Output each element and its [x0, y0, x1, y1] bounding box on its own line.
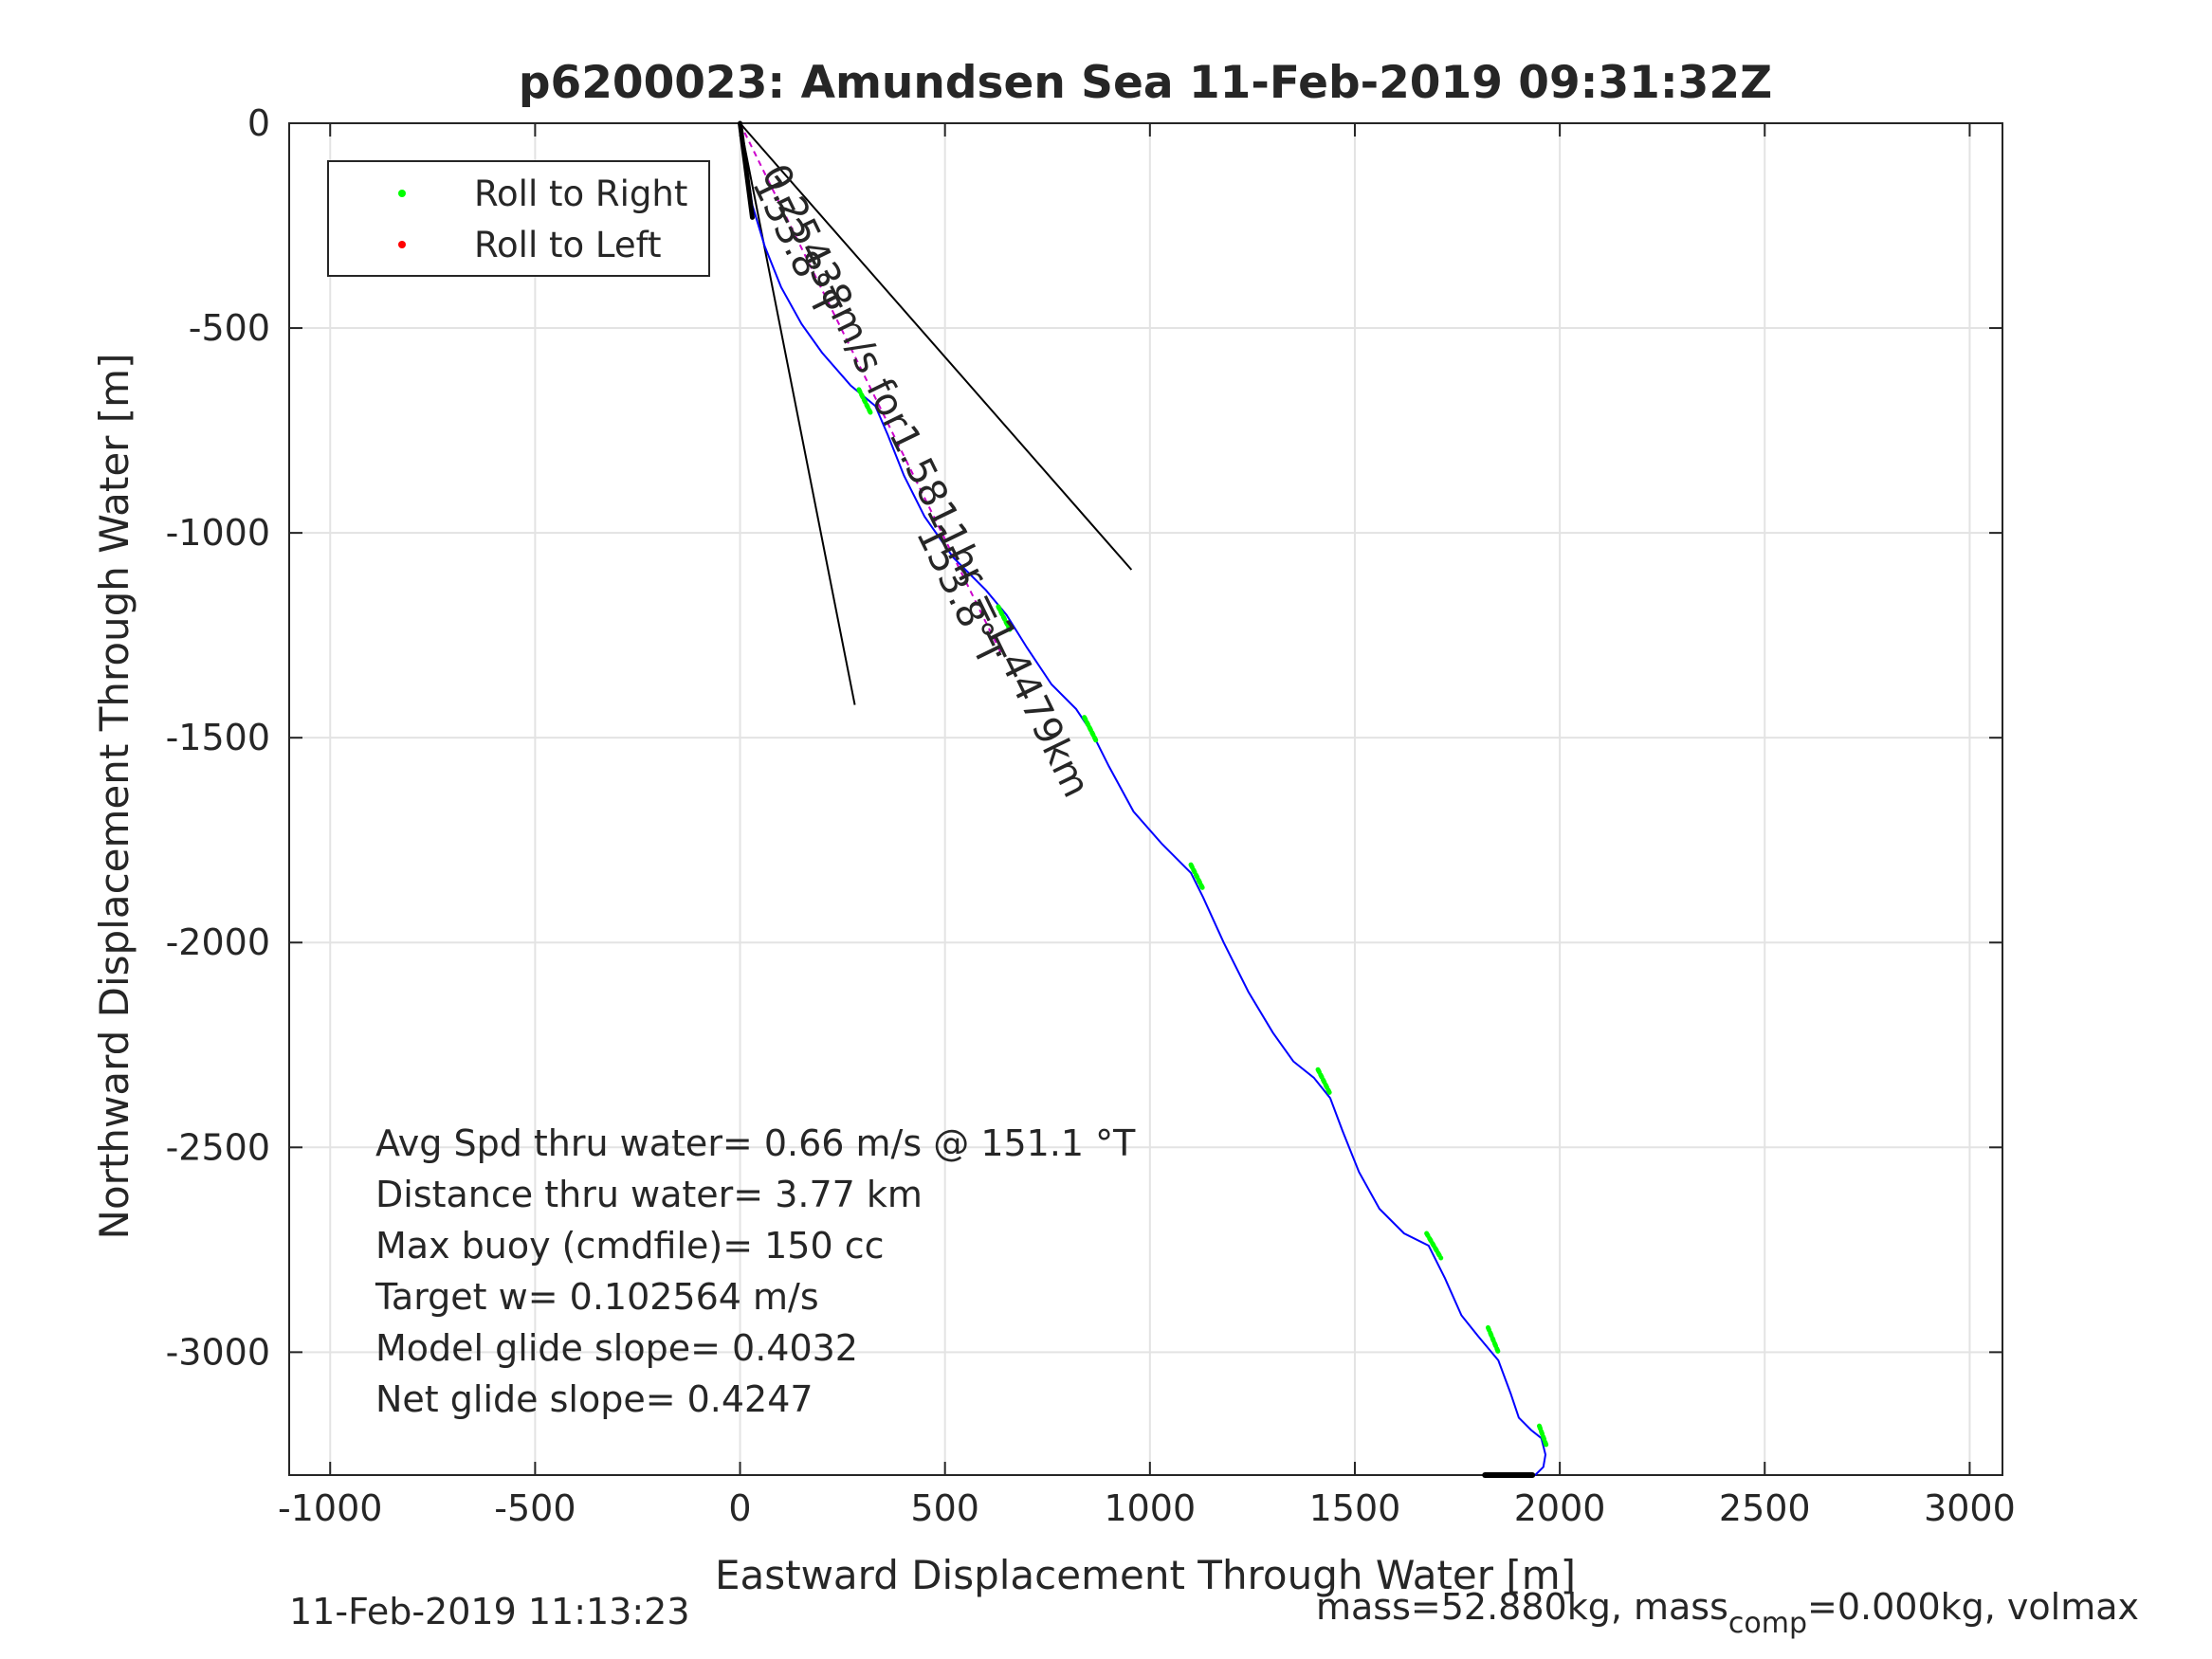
y-tick-label: -1500 — [166, 717, 270, 758]
plot-area — [288, 122, 2003, 1476]
roll-right-marker — [856, 387, 874, 417]
current-line — [739, 122, 1004, 657]
legend-marker-roll-right — [398, 190, 406, 197]
bound-line — [739, 122, 1133, 571]
y-tick-label: -2000 — [166, 921, 270, 963]
stat-max-buoy: Max buoy (cmdfile)= 150 cc — [375, 1225, 885, 1267]
roll-right-marker — [1188, 862, 1206, 892]
x-tick-label: 0 — [728, 1487, 751, 1529]
stat-net-glide: Net glide slope= 0.4247 — [375, 1378, 814, 1420]
x-tick-label: 2000 — [1514, 1487, 1606, 1529]
roll-right-marker — [1424, 1231, 1444, 1261]
chart-title: p6200023: Amundsen Sea 11-Feb-2019 09:31… — [519, 57, 1772, 109]
x-axis-label: Eastward Displacement Through Water [m] — [715, 1552, 1576, 1598]
roll-right-marker — [1485, 1324, 1501, 1355]
legend-box — [327, 160, 710, 277]
mass-subscript: comp — [1728, 1607, 1807, 1640]
roll-markers — [738, 120, 1549, 1478]
stat-distance: Distance thru water= 3.77 km — [375, 1174, 923, 1215]
y-axis-label: Northward Displacement Through Water [m] — [91, 354, 137, 1240]
dive-start-marker — [738, 120, 755, 220]
stat-model-glide: Model glide slope= 0.4032 — [375, 1327, 858, 1369]
y-tick-label: -2500 — [166, 1126, 270, 1168]
roll-right-marker — [1082, 715, 1100, 745]
series-line — [739, 122, 1547, 1476]
axis-ticks: -1000 -500 0 500 1000 1500 2000 2500 3000 0 -500 -1… — [166, 102, 2016, 1529]
stats-annotations: Avg Spd thru water= 0.66 m/s @ 151.1 °T … — [375, 1122, 1136, 1420]
footer-timestamp: 11-Feb-2019 11:13:23 — [289, 1591, 690, 1632]
stat-avg-speed: Avg Spd thru water= 0.66 m/s @ 151.1 °T — [375, 1122, 1136, 1164]
legend-label-roll-left: Roll to Left — [474, 225, 662, 265]
series-group — [739, 122, 1547, 1476]
x-tick-label: 1500 — [1309, 1487, 1401, 1529]
x-tick-label: 3000 — [1924, 1487, 2016, 1529]
legend: Roll to Right Roll to Left — [327, 160, 710, 277]
roll-right-marker — [1315, 1066, 1333, 1097]
legend-label-roll-right: Roll to Right — [474, 173, 687, 214]
stat-target-w: Target w= 0.102564 m/s — [375, 1276, 819, 1318]
x-tick-label: 500 — [910, 1487, 979, 1529]
roll-right-marker — [996, 604, 1014, 634]
x-tick-label: -1000 — [278, 1487, 382, 1529]
grid — [289, 122, 2002, 1475]
x-tick-label: 1000 — [1104, 1487, 1196, 1529]
mass-suffix: =0.000kg, volmax — [1807, 1586, 2139, 1628]
mass-prefix: mass=52.880kg, mass — [1316, 1586, 1728, 1628]
legend-marker-roll-left — [398, 241, 406, 248]
y-tick-label: -1000 — [166, 512, 270, 554]
x-tick-label: -500 — [494, 1487, 576, 1529]
y-tick-label: -3000 — [166, 1331, 270, 1373]
footer-mass: mass=52.880kg, masscomp=0.000kg, volmax — [1316, 1586, 2139, 1640]
bound-lines — [739, 122, 1133, 705]
roll-right-marker — [1537, 1423, 1549, 1449]
y-tick-label: 0 — [247, 102, 270, 144]
x-tick-label: 2500 — [1719, 1487, 1811, 1529]
y-tick-label: -500 — [189, 307, 270, 349]
bound-line — [739, 122, 856, 705]
